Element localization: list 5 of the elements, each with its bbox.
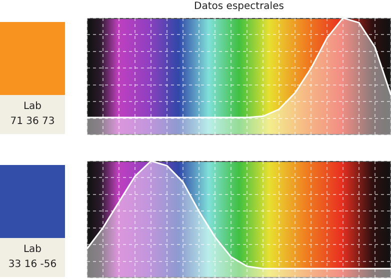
text: 71 36 73 <box>9 115 56 129</box>
text: 33 16 -56 <box>7 258 58 272</box>
chart-title: Datos espectrales <box>193 1 285 12</box>
text: Lab <box>22 100 43 114</box>
text: Lab <box>22 243 43 257</box>
